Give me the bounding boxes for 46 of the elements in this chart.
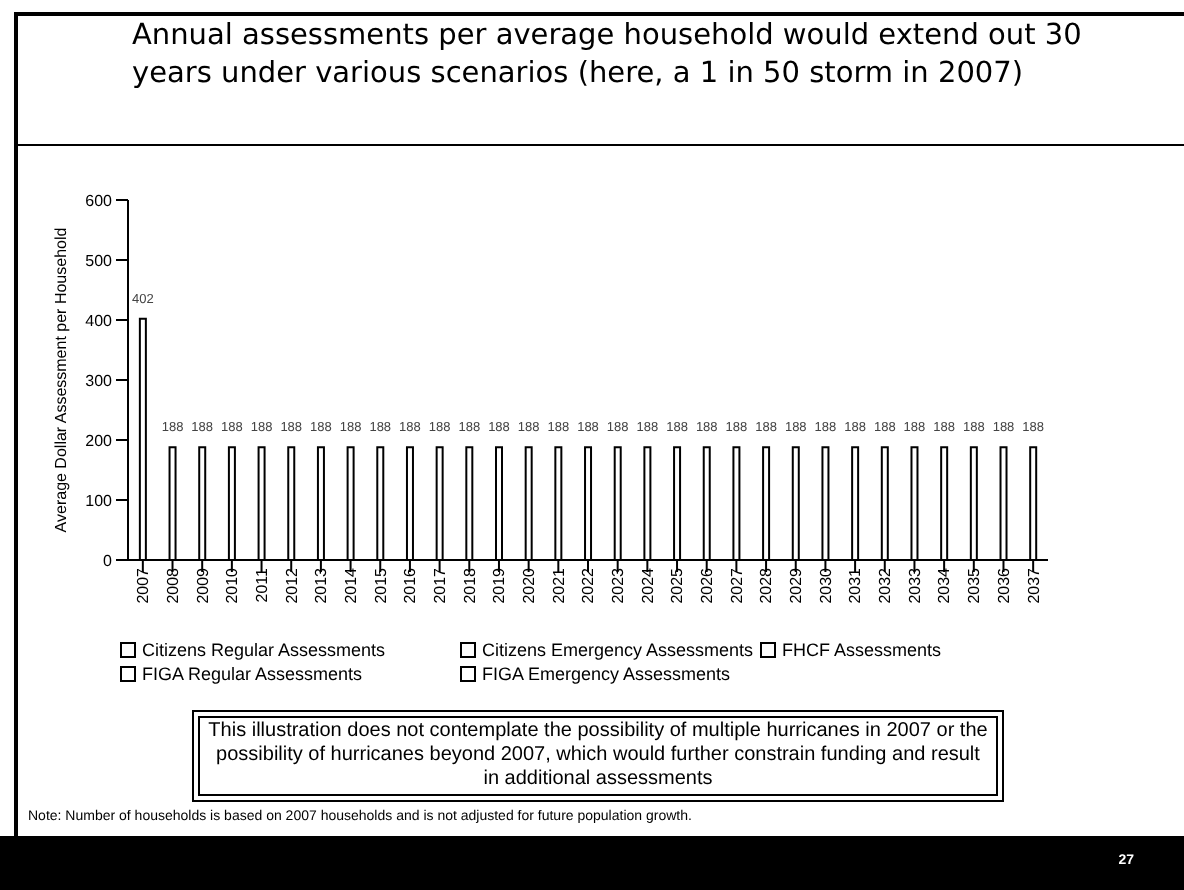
- x-tick-label: 2019: [490, 566, 509, 604]
- x-tick-label: 2026: [698, 566, 717, 604]
- x-tick-label: 2025: [668, 566, 687, 604]
- x-tick-label: 2022: [579, 566, 598, 604]
- legend-label: FHCF Assessments: [782, 640, 942, 660]
- chart-title: Annual assessments per average household would extend out 30 years under various scenarios (here, a 1 in 50 storm in 2007): [132, 18, 1084, 94]
- x-tick-label: 2023: [609, 566, 628, 604]
- x-tick-label: 2036: [994, 566, 1013, 604]
- x-tick-label: 2017: [430, 566, 449, 604]
- x-tick-label: 2027: [727, 566, 746, 604]
- x-tick-label: 2034: [935, 566, 954, 604]
- y-tick-label: 400: [85, 311, 114, 330]
- x-tick-label: 2008: [163, 566, 182, 604]
- x-tick-label: 2010: [223, 566, 242, 604]
- y-tick-label: 500: [85, 251, 114, 270]
- y-axis-title: Average Dollar Assessment per Household: [51, 227, 70, 533]
- x-tick-label: 2018: [460, 566, 479, 604]
- x-tick-label: 2030: [816, 566, 835, 604]
- x-tick-label: 2035: [965, 566, 984, 604]
- text: This illustration does not contemplate the possibility of multiple hurricanes in 2007 or the possibility of hurricanes beyond 2007, which would further constrain funding and result in additional assessments: [198, 716, 998, 796]
- x-tick-label: 2024: [638, 566, 657, 604]
- legend-label: Citizens Emergency Assessments: [482, 640, 754, 660]
- legend-label: Citizens Regular Assessments: [142, 640, 386, 660]
- x-tick-label: 2016: [401, 566, 420, 604]
- y-tick-label: 300: [85, 371, 114, 390]
- x-tick-label: 2032: [876, 566, 895, 604]
- x-tick-label: 2012: [282, 566, 301, 604]
- legend-label: FIGA Regular Assessments: [142, 664, 363, 684]
- x-tick-label: 2033: [905, 566, 924, 604]
- x-tick-label: 2028: [757, 566, 776, 604]
- x-tick-label: 2031: [846, 566, 865, 604]
- x-tick-label: 2009: [193, 566, 212, 604]
- x-tick-label: 2011: [252, 566, 271, 603]
- x-tick-label: 2014: [341, 566, 360, 604]
- x-tick-label: 2007: [134, 566, 153, 604]
- y-tick-label: 0: [103, 551, 114, 570]
- x-tick-label: 2015: [371, 566, 390, 604]
- x-tick-label: 2029: [787, 566, 806, 604]
- y-tick-label: 600: [85, 191, 114, 210]
- x-tick-label: 2021: [549, 566, 568, 604]
- legend-label: FIGA Emergency Assessments: [482, 664, 731, 684]
- x-tick-label: 2037: [1024, 566, 1043, 604]
- y-tick-label: 200: [85, 431, 114, 450]
- y-tick-label: 100: [85, 491, 114, 510]
- x-tick-label: 2020: [520, 566, 539, 604]
- x-tick-label: 2013: [312, 566, 331, 604]
